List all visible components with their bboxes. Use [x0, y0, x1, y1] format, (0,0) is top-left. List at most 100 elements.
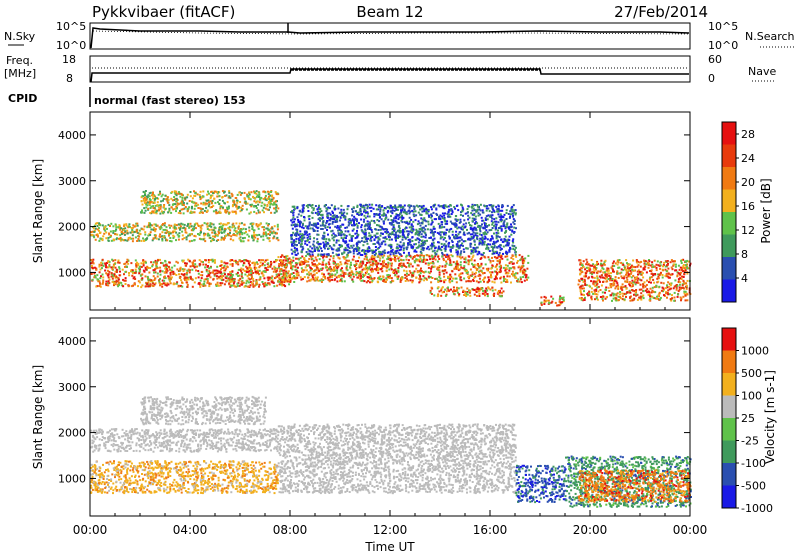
power-cell: [311, 227, 314, 230]
power-cell: [254, 261, 257, 264]
power-cell: [143, 239, 145, 242]
power-cell: [162, 236, 165, 239]
power-cell: [374, 261, 377, 264]
power-cell: [134, 225, 137, 228]
power-cell: [302, 206, 305, 209]
power-cell: [361, 268, 364, 271]
power-cell: [433, 249, 436, 252]
power-cell: [172, 270, 175, 273]
power-cell: [391, 258, 394, 261]
power-cell: [395, 215, 398, 218]
nsky-tick-top: 10^5: [56, 20, 86, 33]
power-cell: [308, 273, 311, 276]
power-cell: [482, 272, 485, 275]
power-cell: [463, 219, 466, 222]
power-cell: [429, 258, 432, 261]
power-cell: [115, 228, 118, 231]
power-cell: [207, 274, 210, 277]
power-cell: [132, 272, 134, 275]
power-cell: [369, 206, 371, 209]
nsky-panel: N.Sky 10^5 10^0 10^5 10^0 N.Search: [4, 20, 795, 52]
power-cell: [157, 206, 160, 209]
power-cell: [360, 264, 363, 267]
power-cell: [441, 253, 444, 256]
power-cell: [404, 280, 407, 282]
power-cell: [363, 218, 366, 221]
power-cell: [313, 279, 316, 282]
power-cell: [255, 212, 258, 215]
power-cell: [367, 246, 370, 249]
power-cell: [415, 267, 418, 270]
power-cell: [338, 275, 341, 278]
power-cell: [250, 275, 253, 278]
power-cell: [420, 217, 423, 220]
power-cell: [298, 261, 301, 264]
power-cell: [285, 279, 288, 282]
power-cell: [313, 248, 316, 251]
power-cell: [270, 261, 273, 264]
power-cell: [383, 207, 386, 209]
power-cell: [376, 265, 378, 268]
power-cell: [432, 205, 435, 208]
power-cell: [135, 230, 138, 233]
power-cell: [384, 207, 387, 210]
power-cell: [300, 240, 303, 243]
power-cell: [480, 269, 483, 272]
power-cell: [229, 281, 232, 284]
power-cell: [176, 233, 179, 236]
power-cell: [468, 260, 470, 263]
power-cell: [501, 209, 504, 212]
power-cell: [400, 209, 402, 212]
power-cell: [450, 213, 453, 215]
power-cell: [495, 234, 498, 237]
power-cell: [239, 239, 242, 242]
power-cell: [208, 285, 211, 288]
power-cell: [360, 226, 363, 229]
power-cell: [341, 231, 343, 234]
power-cell: [323, 243, 326, 246]
power-cell: [118, 237, 120, 240]
power-cell: [179, 275, 182, 278]
power-cell: [165, 229, 168, 232]
power-cell: [516, 279, 519, 282]
power-cell: [454, 273, 457, 276]
power-cell: [191, 227, 194, 230]
power-cell: [394, 256, 396, 259]
power-cell: [233, 260, 236, 263]
power-cell: [472, 264, 475, 267]
power-cell: [422, 226, 425, 229]
power-cell: [435, 277, 438, 280]
power-cell: [171, 199, 174, 202]
power-cell: [367, 280, 370, 282]
power-cell: [209, 200, 212, 203]
power-cell: [313, 244, 316, 247]
power-cell: [402, 233, 405, 236]
power-cell: [258, 201, 261, 204]
power-cell: [135, 264, 138, 267]
power-cell: [474, 234, 477, 237]
power-cell: [479, 230, 482, 233]
power-cell: [457, 226, 460, 229]
power-cell: [181, 196, 184, 199]
power-cell: [402, 259, 405, 262]
power-cell: [505, 229, 508, 232]
power-cell: [359, 210, 362, 213]
power-cell: [229, 271, 232, 273]
power-cell: [218, 199, 221, 201]
power-cell: [462, 214, 464, 217]
power-cell: [434, 252, 437, 254]
power-cell: [276, 205, 278, 208]
power-cell: [246, 280, 249, 283]
power-cell: [442, 259, 445, 262]
power-cell: [403, 251, 405, 254]
power-cell: [329, 265, 332, 268]
power-cell: [124, 262, 127, 265]
power-cell: [425, 258, 428, 261]
power-cell: [509, 261, 512, 264]
power-cell: [191, 268, 194, 271]
power-cell: [376, 241, 379, 244]
power-cell: [481, 236, 484, 239]
power-cell: [96, 278, 99, 281]
power-cell: [308, 241, 311, 244]
power-cell: [290, 234, 293, 237]
